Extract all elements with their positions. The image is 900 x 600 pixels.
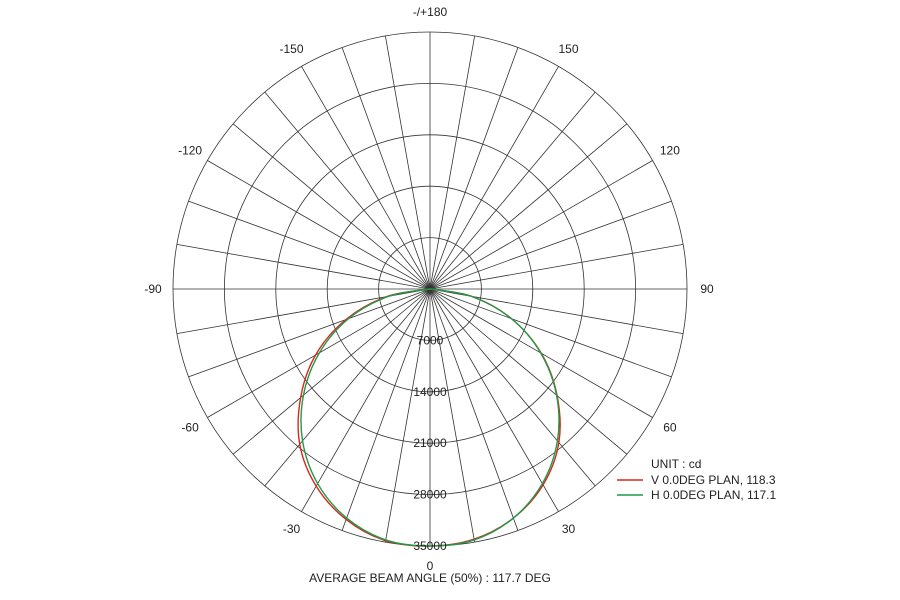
grid-spoke--30 bbox=[301, 288, 431, 512]
grid-spoke-160 bbox=[429, 47, 519, 290]
grid-spoke--20 bbox=[341, 288, 431, 531]
grid-spoke--160 bbox=[341, 47, 431, 290]
grid-spoke--130 bbox=[232, 123, 431, 290]
grid-spoke--150 bbox=[301, 66, 431, 290]
series-layer bbox=[297, 288, 561, 547]
grid-spoke--70 bbox=[188, 288, 431, 378]
grid-spoke-130 bbox=[429, 123, 628, 290]
unit-label: UNIT : cd bbox=[651, 457, 701, 471]
ring-label-14000: 14000 bbox=[413, 385, 447, 399]
ring-label-21000: 21000 bbox=[413, 436, 447, 450]
ring-label-7000: 7000 bbox=[417, 333, 444, 347]
legend-entry-v: V 0.0DEG PLAN, 118.3 bbox=[651, 473, 776, 487]
angle-label--120: -120 bbox=[178, 144, 202, 158]
angle-label-150: 150 bbox=[558, 42, 578, 56]
grid-spoke--120 bbox=[207, 160, 431, 290]
grid-spoke-120 bbox=[429, 160, 653, 290]
legend: UNIT : cd V 0.0DEG PLAN, 118.3 H 0.0DEG … bbox=[617, 457, 777, 502]
grid-spoke-140 bbox=[429, 91, 596, 290]
grid-spoke-150 bbox=[429, 66, 559, 290]
angle-label--30: -30 bbox=[283, 522, 301, 536]
angle-label--60: -60 bbox=[181, 421, 199, 435]
grid-spoke--100 bbox=[176, 243, 431, 290]
grid-spoke-110 bbox=[429, 200, 672, 290]
grid-spoke-100 bbox=[429, 243, 684, 290]
grid-spoke-170 bbox=[429, 35, 476, 290]
grid-spoke--110 bbox=[188, 200, 431, 290]
grid-spoke-70 bbox=[429, 288, 672, 378]
polar-grid bbox=[172, 31, 688, 547]
angle-label-60: 60 bbox=[663, 421, 677, 435]
angle-label-0: 0 bbox=[427, 559, 434, 573]
angle-labels: 0 30 60 90 120 150 -/+180 -30 -60 -90 -120 -150 bbox=[144, 5, 714, 573]
beam-angle-caption: AVERAGE BEAM ANGLE (50%) : 117.7 DEG bbox=[309, 571, 551, 585]
legend-entry-h: H 0.0DEG PLAN, 117.1 bbox=[651, 488, 777, 502]
angle-label-90: 90 bbox=[700, 282, 714, 296]
grid-spoke-50 bbox=[429, 288, 628, 455]
grid-spoke--50 bbox=[232, 288, 431, 455]
ring-labels: 7000 14000 21000 28000 35000 bbox=[413, 333, 447, 553]
grid-spoke-10 bbox=[429, 288, 476, 543]
grid-spoke--10 bbox=[384, 288, 431, 543]
ring-label-28000: 28000 bbox=[413, 488, 447, 502]
grid-spoke-20 bbox=[429, 288, 519, 531]
grid-spoke-30 bbox=[429, 288, 559, 512]
angle-label-120: 120 bbox=[660, 144, 680, 158]
angle-label-180: -/+180 bbox=[413, 5, 448, 19]
series-line-1 bbox=[300, 288, 560, 547]
grid-spoke--170 bbox=[384, 35, 431, 290]
grid-spoke-40 bbox=[429, 288, 596, 487]
grid-spoke--140 bbox=[264, 91, 431, 290]
angle-label--90: -90 bbox=[144, 282, 162, 296]
angle-label-30: 30 bbox=[562, 522, 576, 536]
grid-spoke--40 bbox=[264, 288, 431, 487]
ring-label-35000: 35000 bbox=[413, 539, 447, 553]
angle-label--150: -150 bbox=[279, 42, 303, 56]
